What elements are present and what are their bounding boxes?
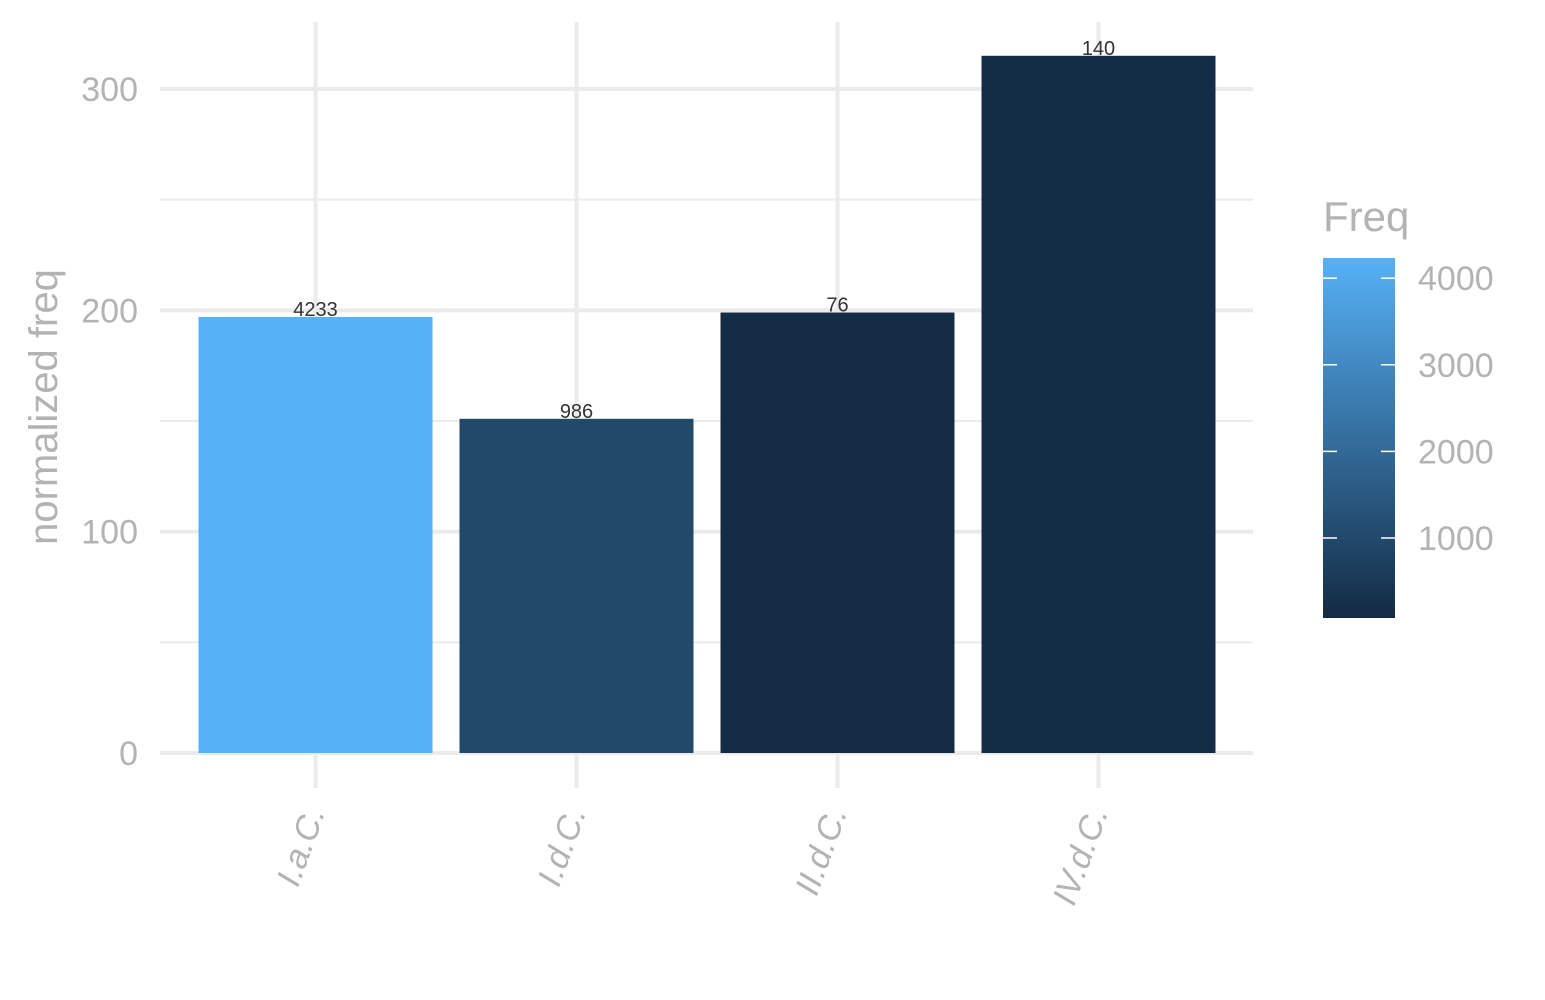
- legend-tick-label: 3000: [1418, 347, 1494, 385]
- legend-title: Freq: [1323, 193, 1409, 240]
- legend-tick-label: 4000: [1418, 260, 1494, 298]
- data-label-I.d.C.: 986: [560, 401, 593, 423]
- x-tick-label: I.a.C.: [270, 802, 333, 891]
- legend-colorbar: [1323, 258, 1395, 618]
- data-label-IV.d.C.: 140: [1082, 38, 1115, 60]
- y-axis-title: normalized freq: [22, 269, 66, 545]
- y-tick-label: 100: [81, 514, 138, 552]
- y-axis: 0 100 200 300: [81, 71, 138, 773]
- x-tick-label: II.d.C.: [788, 802, 855, 900]
- x-axis: I.a.C. I.d.C. II.d.C. IV.d.C.: [270, 802, 1116, 910]
- y-tick-label: 200: [81, 292, 138, 330]
- y-tick-label: 300: [81, 71, 138, 109]
- x-tick-label: IV.d.C.: [1046, 802, 1116, 910]
- y-tick-label: 0: [119, 735, 138, 773]
- legend: Freq 1000 2000 3000 4000: [1323, 193, 1494, 618]
- bar-I.a.C.: [198, 316, 433, 753]
- bar-IV.d.C.: [981, 55, 1216, 754]
- bars: [198, 55, 1216, 754]
- data-label-I.a.C.: 4233: [293, 299, 338, 321]
- bar-II.d.C.: [720, 312, 955, 753]
- data-labels: 4233 986 76 140: [293, 38, 1115, 423]
- legend-tick-label: 1000: [1418, 520, 1494, 558]
- bar-I.d.C.: [459, 418, 694, 753]
- legend-tick-label: 2000: [1418, 433, 1494, 471]
- x-tick-label: I.d.C.: [531, 802, 594, 891]
- data-label-II.d.C.: 76: [826, 295, 848, 317]
